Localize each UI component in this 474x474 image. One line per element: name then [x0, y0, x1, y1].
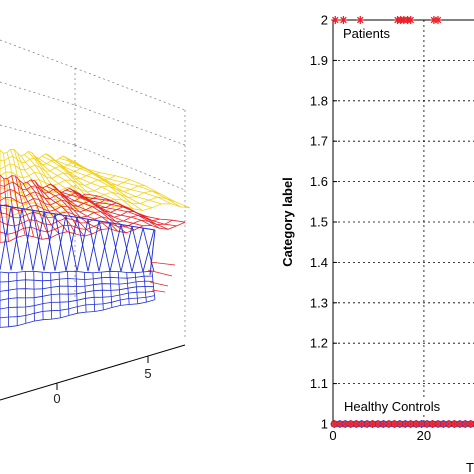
y-tick-label: 1.6 — [310, 174, 328, 189]
surface-x-tick-label: 0 — [53, 391, 60, 406]
surface-x-tick-label: 5 — [144, 366, 151, 381]
star-marker — [428, 420, 437, 428]
surface-gridline — [74, 104, 186, 146]
annotation-patients: Patients — [343, 26, 390, 41]
y-tick-label: 2 — [321, 13, 328, 28]
annotation-healthy-controls: Healthy Controls — [344, 399, 441, 414]
star-marker — [406, 16, 415, 24]
x-tick-label: 0 — [329, 428, 336, 443]
y-tick-label: 1.9 — [310, 53, 328, 68]
star-marker — [417, 420, 426, 428]
annotation-box-patients — [338, 25, 408, 42]
star-marker — [352, 420, 361, 428]
x-axis-label: T — [466, 460, 474, 474]
x-tick-labels: 0 20 — [329, 428, 431, 443]
annotation-box-healthy-controls — [341, 398, 474, 414]
surface-plot-panel: 0 5 — [0, 39, 191, 406]
category-plot-panel: 1 1.1 1.2 1.3 1.4 1.5 1.6 1.7 1.8 1.9 2 0 20 Patien… — [280, 13, 474, 474]
surface-x-ticks: 0 5 — [53, 366, 151, 406]
star-marker — [401, 420, 410, 428]
surface-mesh — [0, 148, 191, 328]
star-marker — [356, 16, 365, 24]
y-tick-label: 1.5 — [310, 215, 328, 230]
y-tick-label: 1.3 — [310, 295, 328, 310]
y-tick-label: 1.1 — [310, 376, 328, 391]
y-axis-label: Category label — [280, 177, 295, 267]
y-tick-label: 1 — [321, 417, 328, 432]
surface-red-fringe — [147, 261, 176, 293]
star-marker — [339, 16, 348, 24]
y-tick-labels: 1 1.1 1.2 1.3 1.4 1.5 1.6 1.7 1.8 1.9 2 — [310, 13, 328, 432]
y-tick-label: 1.2 — [310, 336, 328, 351]
surface-gridline — [0, 81, 76, 106]
y-tick-label: 1.8 — [310, 93, 328, 108]
surface-blue-floor — [0, 270, 156, 328]
surface-gridline — [74, 67, 186, 111]
surface-blue — [0, 204, 156, 276]
star-marker — [363, 420, 372, 428]
x-tick-label: 20 — [417, 428, 431, 443]
y-tick-label: 1.7 — [310, 134, 328, 149]
star-marker — [346, 420, 355, 428]
surface-gridline — [0, 124, 76, 146]
data-points — [330, 16, 474, 428]
surface-plot-grid — [0, 39, 186, 401]
star-marker — [423, 420, 432, 428]
surface-x-axis — [0, 344, 186, 401]
star-marker — [434, 16, 442, 24]
star-marker — [331, 16, 340, 24]
y-tick-label: 1.4 — [310, 255, 328, 270]
surface-gridline — [0, 39, 76, 69]
